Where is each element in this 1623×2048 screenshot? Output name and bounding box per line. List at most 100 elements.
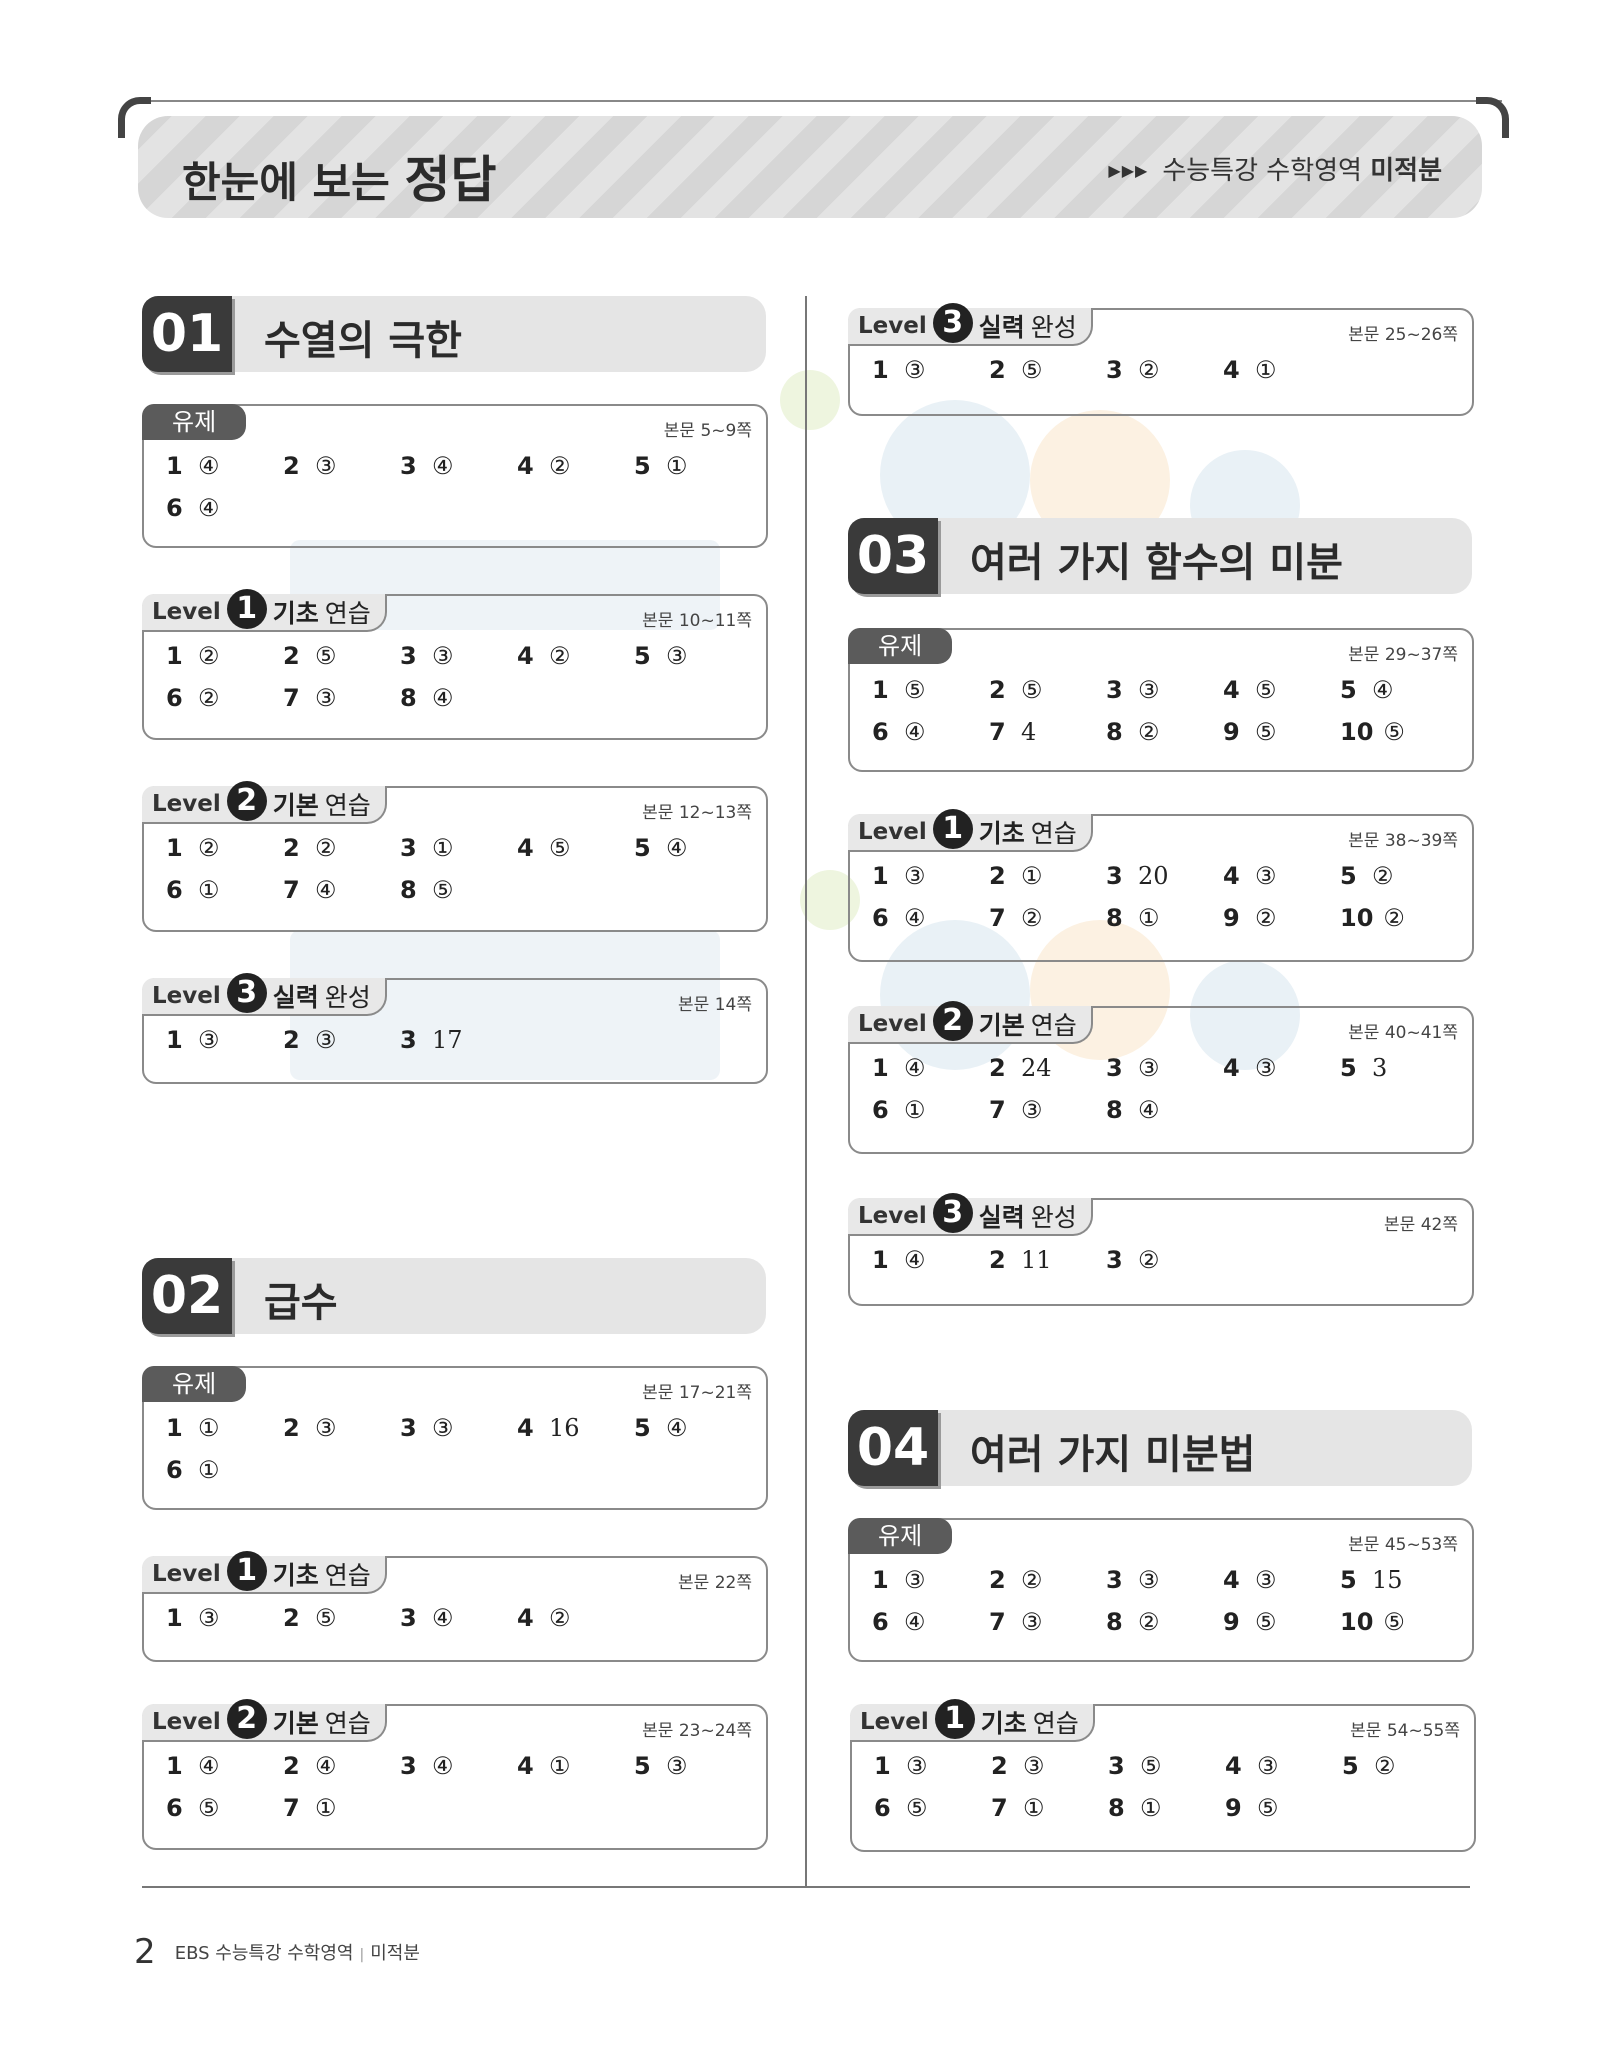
- answer-value: 17: [432, 1026, 463, 1054]
- question-number: 3: [400, 1026, 417, 1054]
- answer-value: ③: [1138, 1566, 1160, 1594]
- question-number: 6: [872, 904, 889, 932]
- page-range: 본문 29~37쪽: [1348, 645, 1458, 665]
- question-number: 5: [1342, 1752, 1359, 1780]
- answer-value: ⑤: [315, 642, 337, 670]
- question-number: 3: [1106, 356, 1123, 384]
- level-number-badge: 1: [226, 1551, 267, 1591]
- answer-box-ch01-level2: Level 2 기본 연습 본문 12~13쪽 1 ② 2 ② 3 ① 4 ⑤ 5 ④ 6 ① 7 ④ 8 ⑤: [142, 781, 768, 932]
- answer-value: ③: [198, 1026, 220, 1054]
- question-number: 7: [283, 876, 300, 904]
- tab-level-1: Level 1 기초 연습: [848, 809, 1093, 852]
- answer-value: ③: [666, 1752, 688, 1780]
- level-number-badge: 1: [932, 809, 973, 849]
- answer-value: ②: [1138, 718, 1160, 746]
- chapter-bar: [232, 1258, 766, 1334]
- answer-value: ④: [432, 452, 454, 480]
- question-number: 4: [517, 642, 534, 670]
- level-label: Level: [860, 1709, 929, 1735]
- level-name-light: 연습: [324, 791, 371, 820]
- answer-value: ③: [904, 1566, 926, 1594]
- answer-value: ③: [198, 1604, 220, 1632]
- answer-value: ③: [432, 642, 454, 670]
- answer-value: ③: [315, 1026, 337, 1054]
- answer-box-ch02-level2: Level 2 기본 연습 본문 23~24쪽 1 ④ 2 ④ 3 ④ 4 ① 5 ③ 6 ⑤ 7 ①: [142, 1699, 768, 1850]
- tab-level-1: Level 1 기초 연습: [142, 1551, 387, 1594]
- answer-value: ⑤: [906, 1794, 928, 1822]
- chapter-number: 02: [142, 1258, 232, 1334]
- answer-row: 1 ① 2 ③ 3 ③ 4 16 5 ④: [166, 1414, 766, 1456]
- question-number: 2: [283, 1604, 300, 1632]
- question-number: 8: [400, 876, 417, 904]
- page-range: 본문 14쪽: [678, 995, 752, 1015]
- answer-value: ③: [432, 1414, 454, 1442]
- level-name-strong: 실력: [978, 1203, 1025, 1232]
- question-number: 9: [1223, 904, 1240, 932]
- question-number: 2: [283, 452, 300, 480]
- answer-value: ⑤: [1383, 1608, 1405, 1636]
- footer-subject: 미적분: [370, 1943, 420, 1964]
- answer-value: ⑤: [1140, 1752, 1162, 1780]
- chapter-header-01: 01 수열의 극한: [142, 296, 766, 372]
- level-name-light: 연습: [324, 1709, 371, 1738]
- question-number: 5: [1340, 676, 1357, 704]
- question-number: 3: [400, 834, 417, 862]
- answer-value: ①: [1021, 862, 1043, 890]
- answer-value: ②: [1383, 904, 1405, 932]
- question-number: 8: [1106, 1096, 1123, 1124]
- question-number: 5: [1340, 1054, 1357, 1082]
- answer-item: 10 ⑤: [1340, 1608, 1405, 1636]
- answer-grid: 1 ③ 2 ② 3 ③ 4 ③ 5 15 6 ④ 7 ③ 8 ② 9 ⑤ 10 ⑤: [872, 1566, 1472, 1650]
- answer-value: ④: [198, 494, 220, 522]
- level-number-badge: 2: [226, 781, 267, 821]
- level-number-badge: 2: [932, 1001, 973, 1041]
- answer-value: 16: [549, 1414, 580, 1442]
- level-name-strong: 기초: [978, 819, 1025, 848]
- question-number: 5: [1340, 1566, 1357, 1594]
- question-number: 1: [872, 1246, 889, 1274]
- answer-value: ⑤: [1257, 1794, 1279, 1822]
- answer-item: 4 16: [517, 1414, 580, 1442]
- answer-value: ②: [1138, 1246, 1160, 1274]
- level-label: Level: [152, 791, 221, 817]
- question-number: 1: [872, 676, 889, 704]
- answer-row: 1 ④ 2 11 3 ②: [872, 1246, 1472, 1288]
- answer-value: ①: [1023, 1794, 1045, 1822]
- answer-value: ②: [1374, 1752, 1396, 1780]
- bottom-rule: [142, 1886, 1470, 1888]
- answer-value: ③: [904, 862, 926, 890]
- tab-level-1: Level 1 기초 연습: [850, 1699, 1095, 1742]
- question-number: 3: [1108, 1752, 1125, 1780]
- question-number: 2: [283, 1026, 300, 1054]
- answer-value: ③: [1023, 1752, 1045, 1780]
- answer-value: ②: [1138, 356, 1160, 384]
- level-label: Level: [152, 1709, 221, 1735]
- question-number: 2: [991, 1752, 1008, 1780]
- page-range: 본문 12~13쪽: [642, 803, 752, 823]
- page-range: 본문 23~24쪽: [642, 1721, 752, 1741]
- answer-row: 6 ④ 7 ③ 8 ② 9 ⑤ 10 ⑤: [872, 1608, 1472, 1650]
- question-number: 3: [1106, 676, 1123, 704]
- chapter-title: 여러 가지 미분법: [970, 1432, 1256, 1478]
- page-title-prefix: 한눈에 보는: [182, 158, 390, 207]
- question-number: 10: [1340, 718, 1374, 746]
- answer-value: ①: [1140, 1794, 1162, 1822]
- question-number: 4: [1223, 676, 1240, 704]
- answer-box-ch03-level3: Level 3 실력 완성 본문 42쪽 1 ④ 2 11 3 ②: [848, 1193, 1474, 1306]
- answer-value: ④: [666, 1414, 688, 1442]
